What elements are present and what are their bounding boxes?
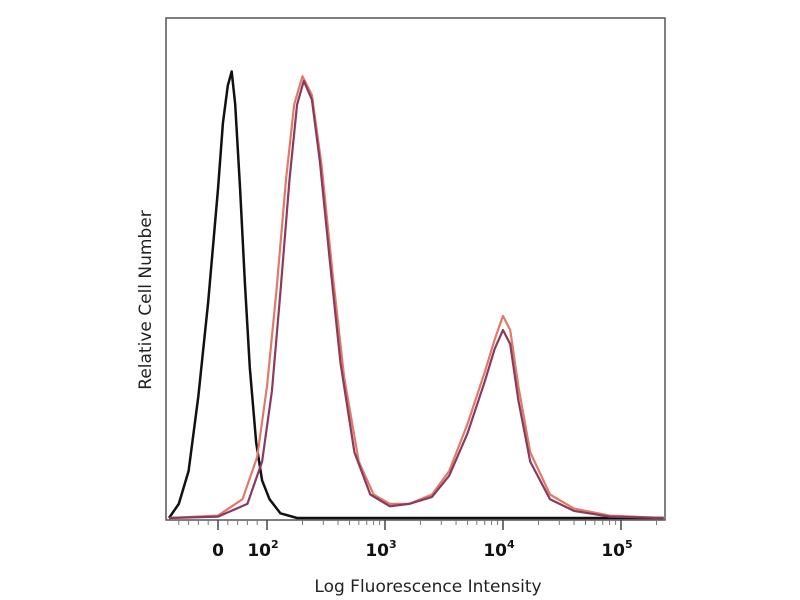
plot-frame bbox=[165, 17, 666, 521]
x-tick-label: 0 bbox=[212, 541, 224, 561]
x-tick-exponent: 3 bbox=[389, 538, 397, 551]
x-tick-exponent: 5 bbox=[625, 538, 633, 551]
x-tick-exponent: 2 bbox=[271, 538, 279, 551]
x-tick-exponent: 4 bbox=[507, 538, 515, 551]
x-axis-label: Log Fluorescence Intensity bbox=[314, 577, 541, 597]
x-tick-label: 103 bbox=[365, 538, 396, 561]
histogram-series-1 bbox=[168, 75, 664, 520]
x-tick-label: 104 bbox=[483, 538, 515, 561]
x-tick-label: 105 bbox=[601, 538, 632, 561]
y-axis-label: Relative Cell Number bbox=[136, 210, 156, 389]
x-tick-label: 102 bbox=[247, 538, 278, 561]
histogram-series-2 bbox=[168, 79, 664, 520]
histogram-series-0 bbox=[167, 70, 664, 520]
